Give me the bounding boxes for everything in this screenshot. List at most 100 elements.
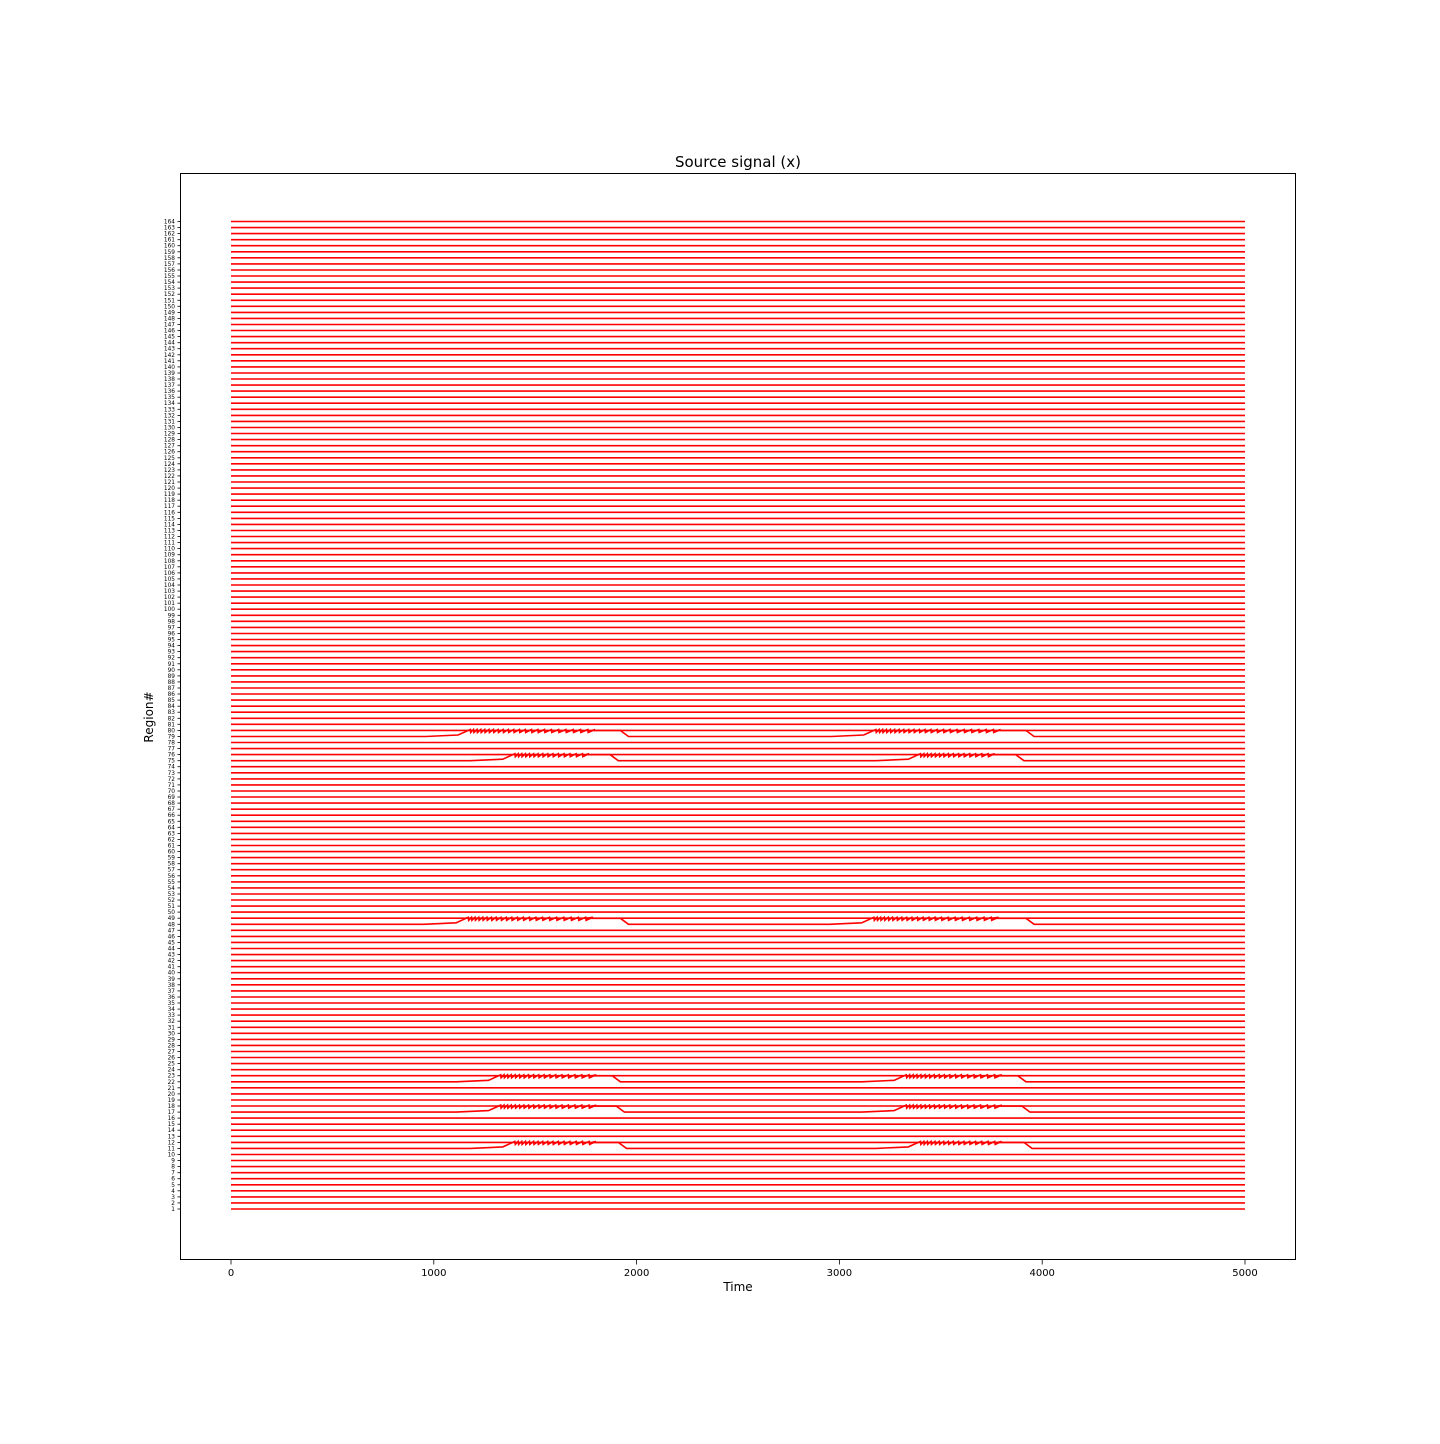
y-tick-label-6: 6 [171, 1177, 175, 1183]
y-tick-label-130: 130 [164, 426, 175, 432]
y-tick-label-85: 85 [168, 698, 176, 704]
y-tick-label-137: 137 [164, 383, 175, 389]
y-tick-label-73: 73 [168, 771, 176, 777]
y-tick-label-57: 57 [168, 868, 176, 874]
x-tick-label-3000: 3000 [827, 1268, 852, 1279]
y-tick-label-72: 72 [168, 777, 176, 783]
y-tick-label-38: 38 [168, 983, 176, 989]
y-tick-label-155: 155 [164, 274, 175, 280]
y-tick-label-157: 157 [164, 262, 175, 268]
y-tick-label-16: 16 [168, 1116, 176, 1122]
y-tick-label-4: 4 [171, 1189, 175, 1195]
y-tick-label-71: 71 [168, 783, 176, 789]
y-tick-label-162: 162 [164, 232, 175, 238]
y-tick-label-59: 59 [168, 856, 176, 862]
y-tick-label-1: 1 [171, 1207, 175, 1213]
y-tick-label-70: 70 [168, 789, 176, 795]
y-tick-label-164: 164 [164, 220, 175, 226]
y-tick-label-121: 121 [164, 480, 175, 486]
y-tick-label-114: 114 [164, 522, 175, 528]
y-tick-label-31: 31 [168, 1025, 176, 1031]
y-tick-label-19: 19 [168, 1098, 176, 1104]
y-tick-label-50: 50 [168, 910, 176, 916]
y-tick-label-147: 147 [164, 323, 175, 329]
y-tick-label-148: 148 [164, 316, 175, 322]
y-tick-label-160: 160 [164, 244, 175, 250]
y-tick-label-74: 74 [168, 765, 176, 771]
x-tick-label-4000: 4000 [1029, 1268, 1054, 1279]
y-tick-label-126: 126 [164, 450, 175, 456]
y-tick-label-127: 127 [164, 444, 175, 450]
y-tick-label-9: 9 [171, 1159, 175, 1165]
y-tick-label-20: 20 [168, 1092, 176, 1098]
y-tick-label-117: 117 [164, 504, 175, 510]
y-tick-label-84: 84 [168, 704, 176, 710]
y-tick-label-8: 8 [171, 1165, 175, 1171]
y-tick-label-41: 41 [168, 965, 176, 971]
y-tick-label-45: 45 [168, 940, 176, 946]
y-tick-label-139: 139 [164, 371, 175, 377]
y-tick-label-47: 47 [168, 928, 176, 934]
y-tick-label-97: 97 [168, 625, 176, 631]
y-tick-label-116: 116 [164, 510, 175, 516]
y-tick-label-40: 40 [168, 971, 176, 977]
y-tick-label-68: 68 [168, 801, 176, 807]
y-tick-label-48: 48 [168, 922, 176, 928]
y-tick-label-76: 76 [168, 753, 176, 759]
y-tick-label-23: 23 [168, 1074, 176, 1080]
y-tick-label-119: 119 [164, 492, 175, 498]
y-tick-label-29: 29 [168, 1037, 176, 1043]
y-tick-label-22: 22 [168, 1080, 176, 1086]
y-tick-label-158: 158 [164, 256, 175, 262]
y-tick-label-62: 62 [168, 837, 176, 843]
y-tick-label-65: 65 [168, 819, 176, 825]
y-tick-label-63: 63 [168, 831, 176, 837]
y-tick-label-7: 7 [171, 1171, 175, 1177]
y-tick-label-145: 145 [164, 335, 175, 341]
y-tick-label-128: 128 [164, 438, 175, 444]
y-tick-label-124: 124 [164, 462, 175, 468]
y-tick-label-44: 44 [168, 947, 176, 953]
y-axis-label: Region# [142, 691, 156, 742]
y-tick-label-69: 69 [168, 795, 176, 801]
y-tick-label-135: 135 [164, 395, 175, 401]
x-tick-label-5000: 5000 [1232, 1268, 1257, 1279]
y-tick-label-66: 66 [168, 813, 176, 819]
y-tick-label-104: 104 [164, 583, 175, 589]
y-tick-label-28: 28 [168, 1043, 176, 1049]
y-tick-label-129: 129 [164, 432, 175, 438]
y-tick-label-163: 163 [164, 226, 175, 232]
y-tick-label-120: 120 [164, 486, 175, 492]
y-tick-label-109: 109 [164, 553, 175, 559]
y-tick-label-10: 10 [168, 1153, 176, 1159]
y-tick-label-111: 111 [164, 541, 175, 547]
x-tick-label-0: 0 [228, 1268, 234, 1279]
y-tick-label-125: 125 [164, 456, 175, 462]
y-tick-label-86: 86 [168, 692, 176, 698]
y-tick-label-67: 67 [168, 807, 176, 813]
y-tick-label-33: 33 [168, 1013, 176, 1019]
y-tick-label-146: 146 [164, 329, 175, 335]
y-tick-label-113: 113 [164, 529, 175, 535]
y-tick-label-133: 133 [164, 407, 175, 413]
y-tick-label-17: 17 [168, 1110, 176, 1116]
y-tick-label-89: 89 [168, 674, 176, 680]
y-tick-label-100: 100 [164, 607, 175, 613]
y-tick-label-102: 102 [164, 595, 175, 601]
y-tick-label-150: 150 [164, 304, 175, 310]
y-tick-label-80: 80 [168, 728, 176, 734]
y-tick-label-101: 101 [164, 601, 175, 607]
y-tick-label-153: 153 [164, 286, 175, 292]
y-tick-label-96: 96 [168, 632, 176, 638]
y-tick-label-106: 106 [164, 571, 175, 577]
y-tick-label-140: 140 [164, 365, 175, 371]
y-tick-label-95: 95 [168, 638, 176, 644]
y-tick-label-159: 159 [164, 250, 175, 256]
y-tick-label-156: 156 [164, 268, 175, 274]
y-tick-label-90: 90 [168, 668, 176, 674]
y-tick-label-154: 154 [164, 280, 175, 286]
y-tick-label-11: 11 [168, 1146, 176, 1152]
traces [231, 220, 1245, 1210]
y-tick-label-34: 34 [168, 1007, 176, 1013]
